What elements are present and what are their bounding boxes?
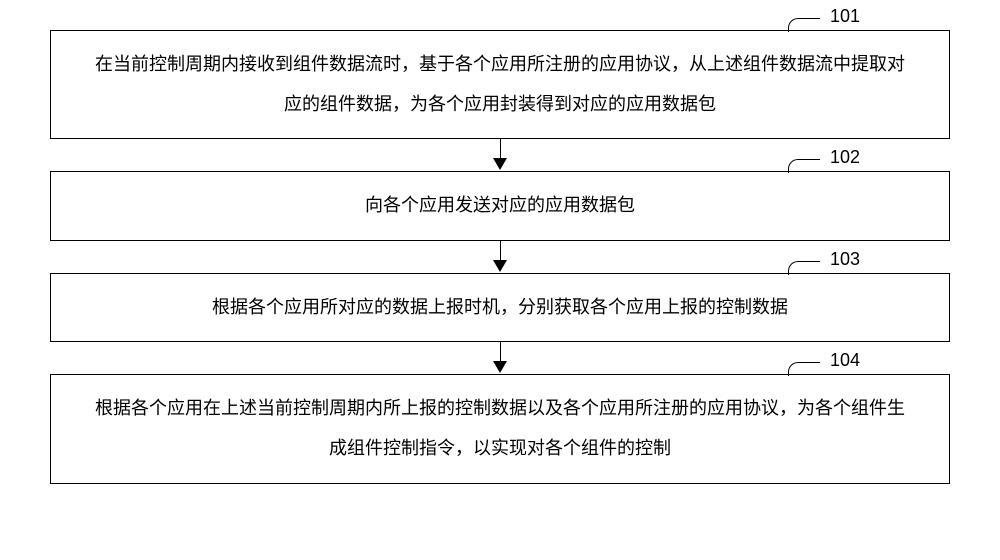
step-text-2: 向各个应用发送对应的应用数据包 bbox=[365, 186, 635, 226]
flowchart-container: 101 在当前控制周期内接收到组件数据流时，基于各个应用所注册的应用协议，从上述… bbox=[40, 30, 960, 484]
arrow-3 bbox=[493, 342, 507, 374]
arrow-2 bbox=[493, 241, 507, 273]
step-text-1: 在当前控制周期内接收到组件数据流时，基于各个应用所注册的应用协议，从上述组件数据… bbox=[91, 45, 909, 124]
arrow-head-icon bbox=[493, 361, 507, 373]
step-text-3: 根据各个应用所对应的数据上报时机，分别获取各个应用上报的控制数据 bbox=[212, 288, 788, 328]
step-label-3: 103 bbox=[830, 249, 860, 270]
step-label-2: 102 bbox=[830, 147, 860, 168]
step-row-1: 101 在当前控制周期内接收到组件数据流时，基于各个应用所注册的应用协议，从上述… bbox=[40, 30, 960, 139]
arrow-1 bbox=[493, 139, 507, 171]
arrow-line bbox=[500, 342, 501, 362]
arrow-head-icon bbox=[493, 158, 507, 170]
step-box-2: 向各个应用发送对应的应用数据包 bbox=[50, 171, 950, 241]
step-box-4: 根据各个应用在上述当前控制周期内所上报的控制数据以及各个应用所注册的应用协议，为… bbox=[50, 374, 950, 483]
arrow-line bbox=[500, 241, 501, 261]
arrow-head-icon bbox=[493, 260, 507, 272]
step-box-3: 根据各个应用所对应的数据上报时机，分别获取各个应用上报的控制数据 bbox=[50, 273, 950, 343]
step-row-3: 103 根据各个应用所对应的数据上报时机，分别获取各个应用上报的控制数据 bbox=[40, 273, 960, 343]
step-row-2: 102 向各个应用发送对应的应用数据包 bbox=[40, 171, 960, 241]
step-label-1: 101 bbox=[830, 6, 860, 27]
step-row-4: 104 根据各个应用在上述当前控制周期内所上报的控制数据以及各个应用所注册的应用… bbox=[40, 374, 960, 483]
step-text-4: 根据各个应用在上述当前控制周期内所上报的控制数据以及各个应用所注册的应用协议，为… bbox=[91, 389, 909, 468]
step-box-1: 在当前控制周期内接收到组件数据流时，基于各个应用所注册的应用协议，从上述组件数据… bbox=[50, 30, 950, 139]
step-label-4: 104 bbox=[830, 350, 860, 371]
arrow-line bbox=[500, 139, 501, 159]
